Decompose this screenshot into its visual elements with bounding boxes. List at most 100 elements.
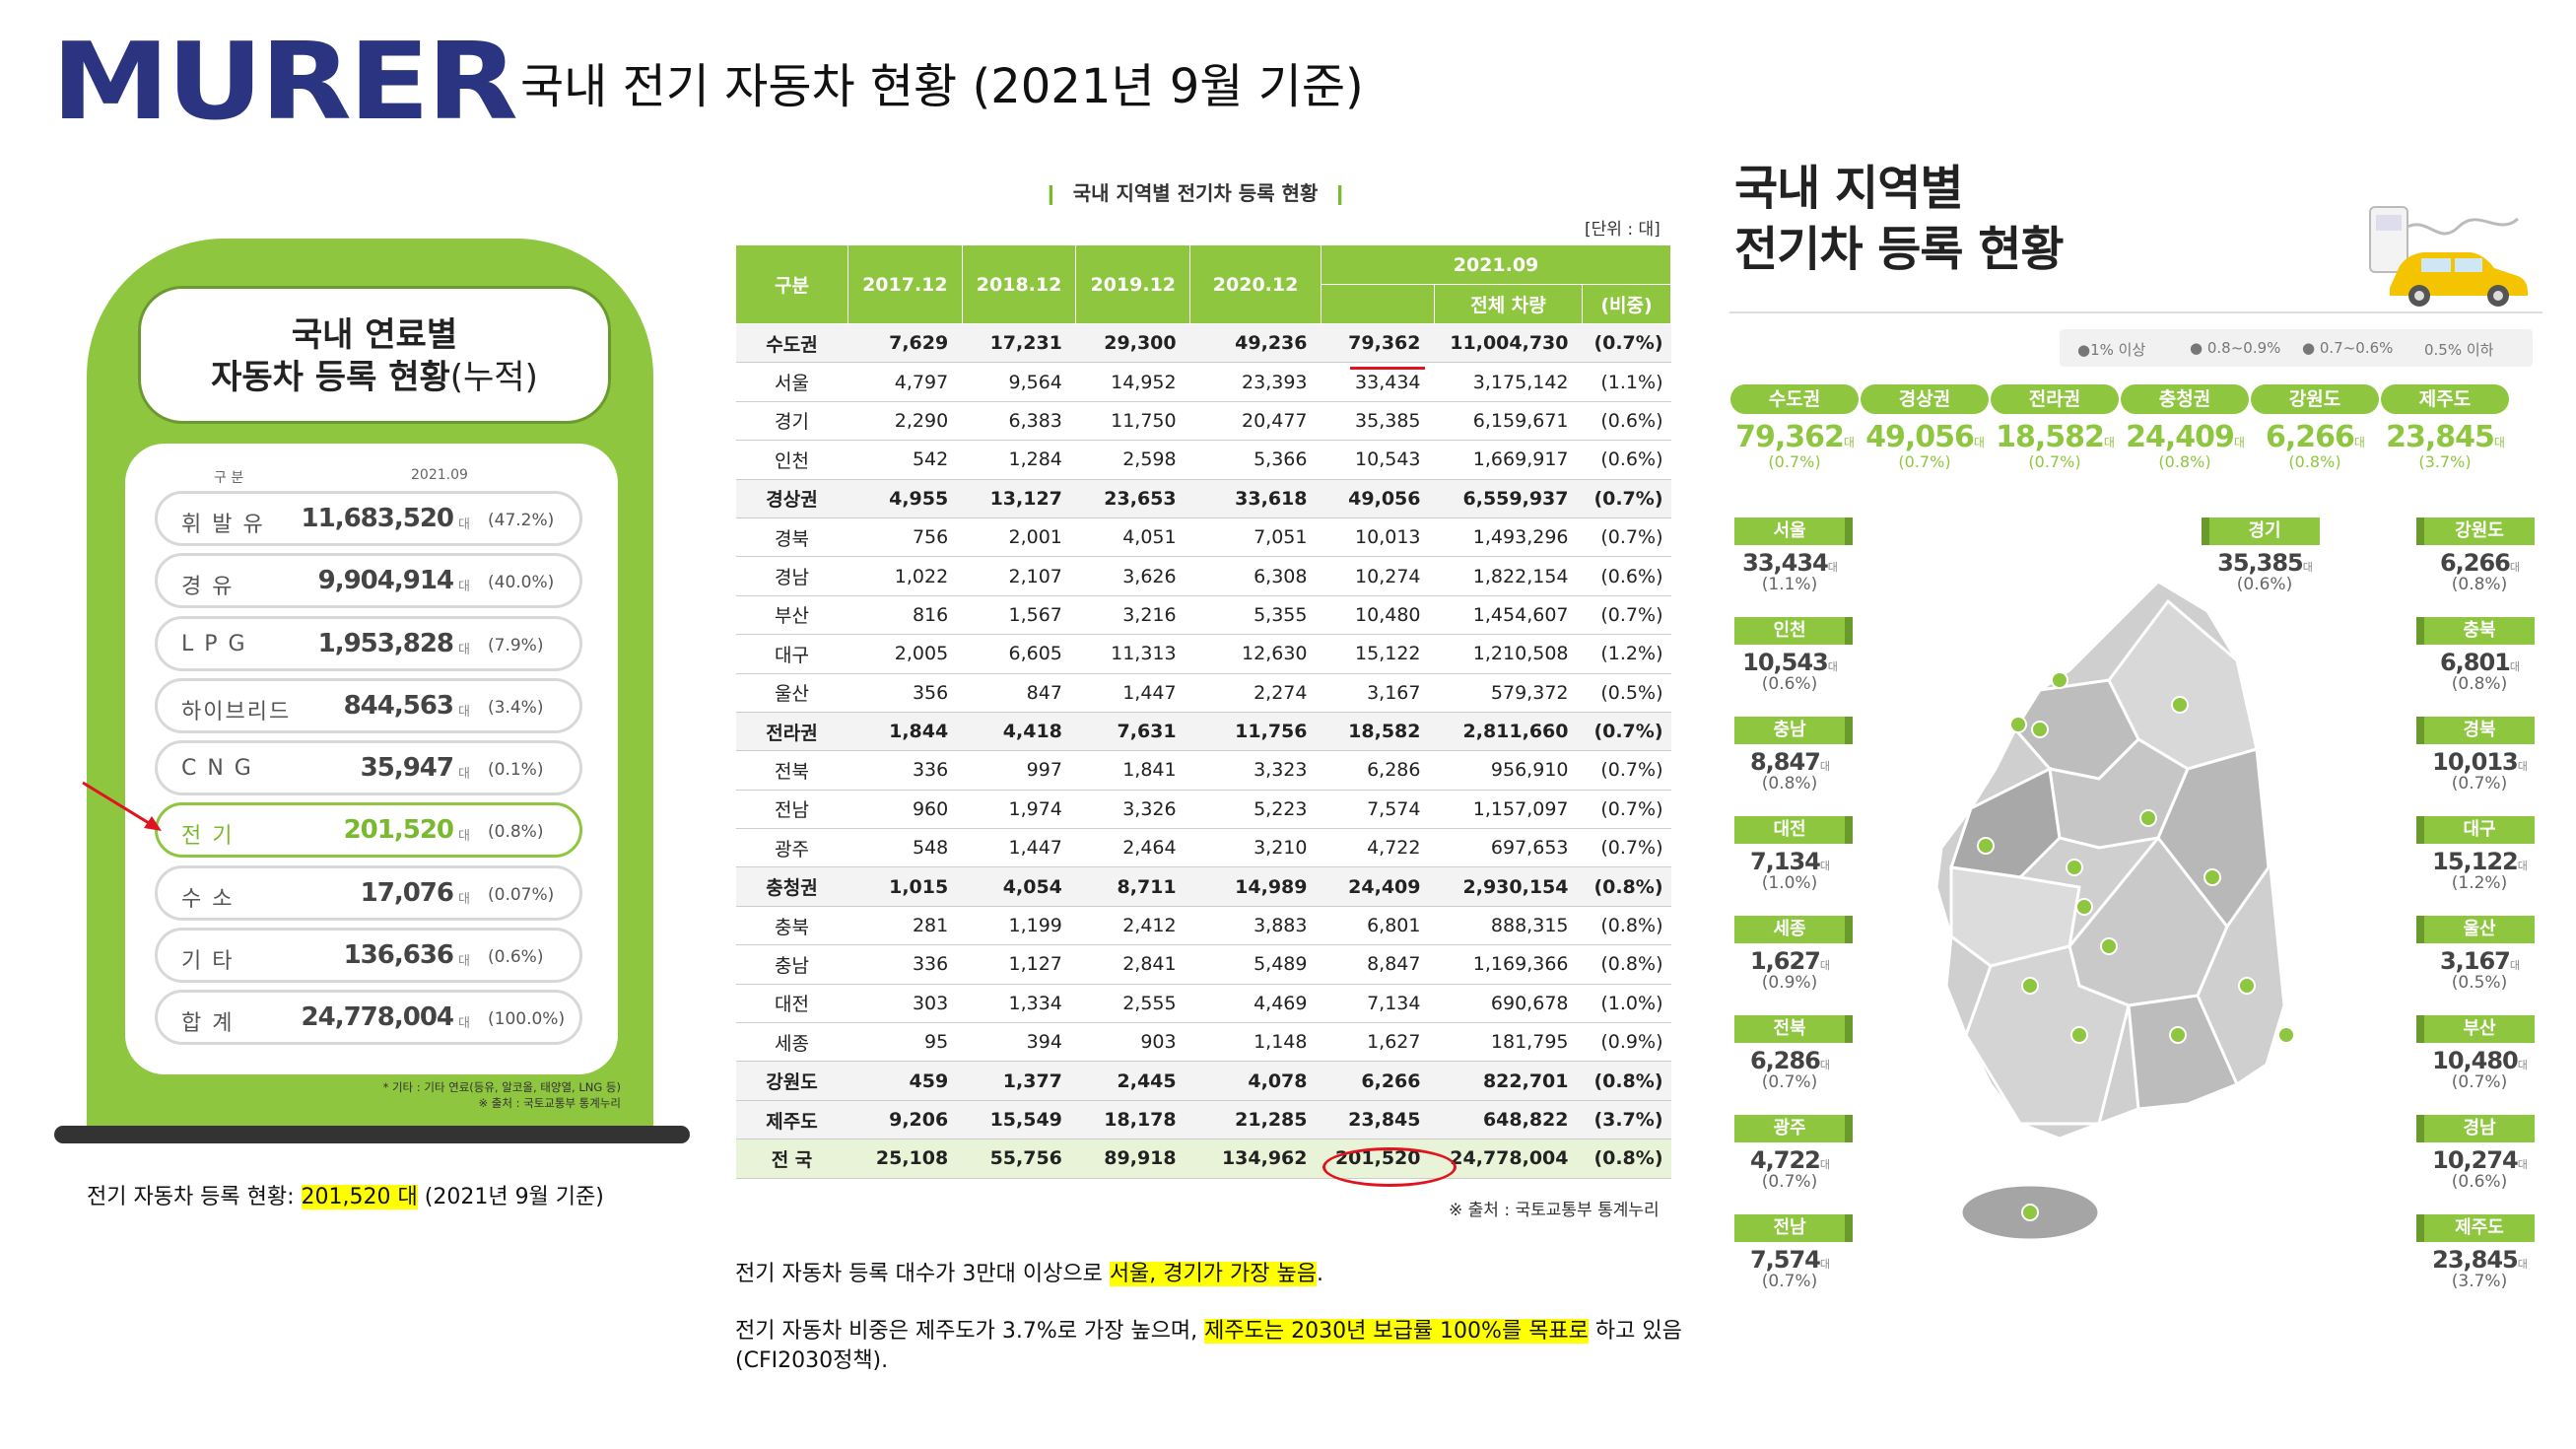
table-source: ※ 출처 : 국토교통부 통계누리 xyxy=(1449,1201,1660,1220)
summary-pct: (3.7%) xyxy=(2418,452,2472,471)
fuel-panel-title-line1: 국내 연료별 xyxy=(291,315,458,355)
table-row: 세종 95 394 903 1,148 1,627 181,795 (0.9%) xyxy=(735,1022,1671,1063)
table-cell: 2,598 xyxy=(1075,440,1190,480)
table-row: 경북 756 2,001 4,051 7,051 10,013 1,493,296 (0.7%… xyxy=(735,518,1671,558)
summary-number: 24,409 xyxy=(2126,420,2235,454)
note1-prefix: 전기 자동차 등록 대수가 3만대 이상으로 xyxy=(735,1262,1110,1286)
table-cell: 경남 xyxy=(735,556,848,596)
fuel-pct: (0.1%) xyxy=(488,760,544,781)
summary-pct: (0.8%) xyxy=(2288,452,2341,471)
summary-unit: 대 xyxy=(2103,436,2115,449)
table-row: 강원도 459 1,377 2,445 4,078 6,266 822,701 (0.8%) xyxy=(735,1061,1671,1101)
summary-value: 18,582대 xyxy=(1991,420,2119,454)
table-cell: (0.7%) xyxy=(1582,828,1671,868)
table-cell: (0.8%) xyxy=(1582,866,1671,907)
fuel-pct: (100.0%) xyxy=(488,1009,566,1030)
region-label: 제주도 xyxy=(2416,1214,2535,1242)
note2-prefix: 전기 자동차 비중은 제주도가 3.7%로 가장 높으며, xyxy=(735,1319,1205,1344)
summary-value: 49,056대 xyxy=(1861,420,1989,454)
fuel-panel-title-box: 국내 연료별 자동차 등록 현황(누적) xyxy=(138,286,611,424)
table-row: 충북 281 1,199 2,412 3,883 6,801 888,315 (0.8%) xyxy=(735,906,1671,946)
region-callout: 대전 7,134대 (1.0%) xyxy=(1734,816,1853,893)
table-cell: 3,326 xyxy=(1075,790,1190,830)
caption-highlight: 201,520 대 xyxy=(301,1185,418,1209)
region-number: 10,480 xyxy=(2432,1047,2519,1074)
region-number: 6,286 xyxy=(1749,1047,1821,1074)
table-cell: 1,447 xyxy=(1075,673,1190,713)
region-number: 8,847 xyxy=(1749,748,1821,776)
table-cell: 9,564 xyxy=(962,362,1076,402)
region-pct: (0.8%) xyxy=(1761,774,1818,794)
slide-title: 국내 전기 자동차 현황 (2021년 9월 기준) xyxy=(520,59,1364,114)
regional-table-title-text: 국내 지역별 전기차 등록 현황 xyxy=(1072,181,1319,205)
region-value: 8,847대 xyxy=(1734,748,1845,776)
region-value: 10,274대 xyxy=(2424,1146,2535,1174)
table-cell: (0.8%) xyxy=(1582,906,1671,946)
region-unit: 대 xyxy=(1827,660,1838,673)
region-callout: 전북 6,286대 (0.7%) xyxy=(1734,1015,1853,1092)
table-cell: 11,004,730 xyxy=(1434,323,1583,364)
korea-map-icon xyxy=(1934,580,2295,1242)
caption-suffix: (2021년 9월 기준) xyxy=(417,1185,604,1209)
summary-unit: 대 xyxy=(2493,436,2505,449)
region-unit: 대 xyxy=(2517,860,2528,872)
table-cell: 697,653 xyxy=(1434,828,1583,868)
region-unit: 대 xyxy=(2517,760,2528,773)
region-unit: 대 xyxy=(2509,959,2520,972)
region-unit: 대 xyxy=(1819,1258,1830,1271)
table-cell: 4,722 xyxy=(1321,828,1435,868)
table-cell: (0.6%) xyxy=(1582,556,1671,596)
table-cell: 20,477 xyxy=(1189,401,1322,442)
table-cell: 14,989 xyxy=(1189,866,1322,907)
table-cell: 1,157,097 xyxy=(1434,790,1583,830)
region-value: 6,266대 xyxy=(2424,549,2535,577)
region-pct: (0.6%) xyxy=(2236,575,2293,594)
table-row: 경상권 4,955 13,127 23,653 33,618 49,056 6,559,93… xyxy=(735,479,1671,518)
region-number: 10,543 xyxy=(1742,649,1829,676)
table-cell: 대구 xyxy=(735,634,848,674)
region-label: 울산 xyxy=(2416,916,2535,943)
table-cell: 49,056 xyxy=(1321,479,1435,518)
fuel-unit: 대 xyxy=(458,642,470,657)
table-cell: 8,711 xyxy=(1075,866,1190,907)
table-cell: (0.9%) xyxy=(1582,1022,1671,1063)
region-value: 6,801대 xyxy=(2424,649,2535,676)
fuel-row: 기 타 136,636 대 (0.6%) xyxy=(155,928,582,984)
summary-pct: (0.7%) xyxy=(1898,452,1951,471)
fuel-value: 136,636 xyxy=(343,940,454,971)
table-cell: 1,127 xyxy=(962,944,1076,985)
region-pct: (0.9%) xyxy=(1761,973,1818,993)
table-cell: 2,001 xyxy=(962,518,1076,558)
table-cell: 6,559,937 xyxy=(1434,479,1583,518)
table-cell: 25,108 xyxy=(847,1138,963,1179)
fuel-pct: (3.4%) xyxy=(488,697,544,718)
summary-label: 경상권 xyxy=(1861,384,1989,414)
table-cell: 10,480 xyxy=(1321,595,1435,636)
summary-unit: 대 xyxy=(1973,436,1985,449)
fuel-row: 수 소 17,076 대 (0.07%) xyxy=(155,864,582,921)
region-unit: 대 xyxy=(2517,1059,2528,1071)
region-number: 35,385 xyxy=(2217,549,2304,577)
red-arrow-icon xyxy=(82,781,162,831)
th-ratio: (비중) xyxy=(1582,284,1671,324)
legend-item-2: ● 0.8~0.9% xyxy=(2190,339,2281,357)
table-cell: 9,206 xyxy=(847,1100,963,1140)
fuel-pct: (7.9%) xyxy=(488,635,544,656)
table-cell: 1,377 xyxy=(962,1061,1076,1101)
fuel-unit: 대 xyxy=(458,767,470,783)
table-cell: 997 xyxy=(962,750,1076,791)
table-cell: 7,574 xyxy=(1321,790,1435,830)
map-legend: ●1% 이상 ● 0.8~0.9% ● 0.7~0.6% 0.5% 이하 xyxy=(2060,329,2533,367)
fuel-row: 전 기 201,520 대 (0.8%) xyxy=(155,802,582,859)
region-pct: (0.7%) xyxy=(2451,1072,2508,1092)
fuel-value: 201,520 xyxy=(343,815,454,846)
table-cell: 7,629 xyxy=(847,323,963,364)
region-pct: (0.6%) xyxy=(1761,674,1818,694)
fuel-unit: 대 xyxy=(458,829,470,845)
region-pct: (0.7%) xyxy=(1761,1172,1818,1192)
table-cell: 5,366 xyxy=(1189,440,1322,480)
summary-label: 제주도 xyxy=(2381,384,2509,414)
fuel-value: 35,947 xyxy=(360,753,454,784)
table-cell: 23,845 xyxy=(1321,1100,1435,1140)
note1-suffix: . xyxy=(1316,1262,1323,1286)
